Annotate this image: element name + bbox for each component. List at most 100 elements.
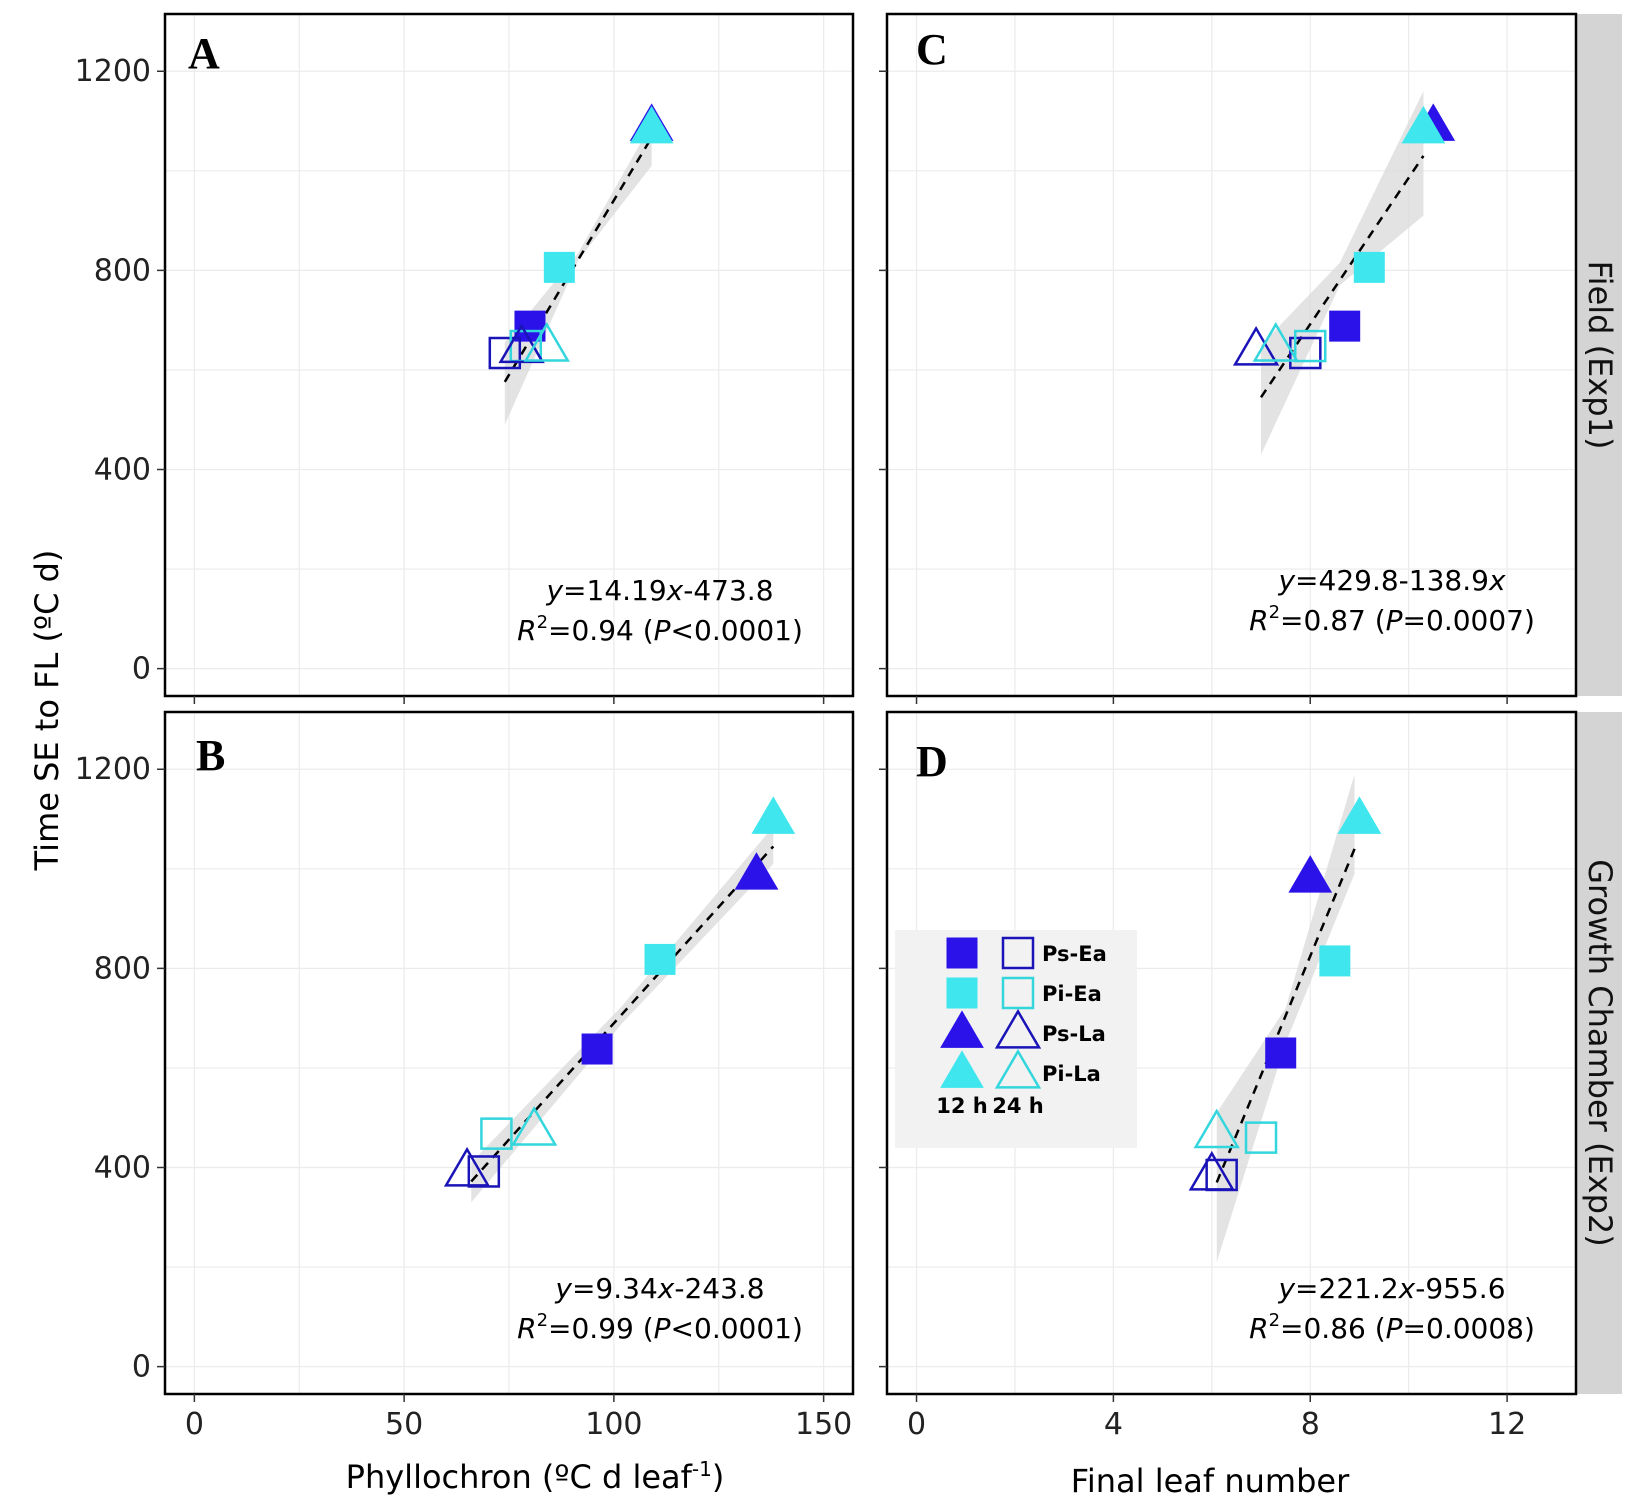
point-ps-la-24h — [1188, 1150, 1235, 1191]
r2-value: =0.94 ( — [548, 614, 654, 647]
r2-p: P — [654, 614, 671, 647]
eq-intercept: -473.8 — [683, 574, 773, 607]
x-tick-label: 150 — [795, 1407, 852, 1442]
r2-p: P — [1386, 1312, 1403, 1345]
panel-letter: A — [188, 29, 220, 78]
facet-strip-top: Field (Exp1) — [1576, 14, 1622, 696]
y-tick-label: 400 — [94, 1150, 151, 1185]
eq-intercept: -955.6 — [1415, 1272, 1505, 1305]
grid — [887, 712, 1576, 1394]
legend-column-label: 12 h — [936, 1094, 988, 1118]
point-pi-ea-12h — [1319, 945, 1351, 977]
point-pi-la-24h — [1193, 1108, 1240, 1149]
point-pi-ea-12h — [1353, 251, 1385, 283]
x-tick-label: 4 — [1104, 1407, 1123, 1442]
r2-r: R — [1249, 604, 1268, 637]
r2-value: =0.86 ( — [1280, 1312, 1386, 1345]
r2-value: =0.87 ( — [1280, 604, 1386, 637]
x-title-close: ) — [712, 1458, 724, 1496]
point-ps-ea-24h — [1289, 336, 1322, 370]
y-tick-label: 0 — [132, 1350, 151, 1385]
point-ps-la-24h — [443, 1146, 491, 1187]
point-ps-la-24h — [1232, 325, 1280, 366]
regression-line — [1215, 848, 1356, 1183]
legend: Ps-Ea Pi-Ea Ps-La Pi-La 12 h 24 h — [895, 930, 1137, 1148]
regression-line — [470, 845, 775, 1183]
y-tick-label: 400 — [94, 452, 151, 487]
x-tick-label: 0 — [907, 1407, 926, 1442]
panel-letter: C — [916, 25, 948, 74]
grid — [887, 14, 1576, 696]
eq-x: x — [1488, 564, 1506, 597]
strip-top-label: Field (Exp1) — [1581, 261, 1619, 450]
point-ps-la-12h — [1288, 855, 1333, 893]
regression-equation: y=9.34x-243.8 — [554, 1272, 764, 1305]
strip-bottom-bg — [1576, 712, 1622, 1394]
point-ps-la-24h — [498, 323, 545, 364]
r2-r: R — [517, 1312, 536, 1345]
legend-key-pi-ea-12h — [946, 977, 978, 1009]
point-ps-ea-24h — [488, 336, 522, 370]
x-tick-label: 50 — [385, 1407, 423, 1442]
point-pi-ea-24h — [480, 1117, 513, 1150]
regression-line — [1259, 155, 1425, 399]
point-ps-ea-12h — [1265, 1037, 1297, 1069]
y-tick-label: 800 — [94, 253, 151, 288]
y-tick-label: 1200 — [75, 54, 151, 89]
eq-x: x — [666, 574, 684, 607]
grid — [165, 712, 853, 1394]
strip-top-bg — [1576, 14, 1622, 696]
strip-bottom-label: Growth Chamber (Exp2) — [1581, 859, 1619, 1247]
x-tick-label: 12 — [1488, 1407, 1526, 1442]
point-pi-ea-24h — [1244, 1121, 1278, 1154]
point-pi-ea-12h — [644, 943, 676, 975]
legend-key-ps-la-12h — [940, 1010, 984, 1048]
point-pi-la-12h — [751, 796, 796, 834]
legend-label-pi-ea: Pi-Ea — [1042, 982, 1102, 1006]
r2-sup: 2 — [1269, 602, 1280, 623]
x-tick-label: 8 — [1301, 1407, 1320, 1442]
x-axis-title-final-leaf-number: Final leaf number — [1071, 1462, 1350, 1500]
r2-sup: 2 — [537, 1310, 548, 1331]
panel-letter: D — [916, 737, 948, 786]
point-pi-la-24h — [523, 321, 570, 362]
eq-x: x — [657, 1272, 675, 1305]
y-tick-label: 1200 — [75, 752, 151, 787]
r2-value: =0.99 ( — [548, 1312, 654, 1345]
legend-label-pi-la: Pi-La — [1042, 1062, 1101, 1086]
panel-letter: B — [196, 731, 225, 780]
r2-pvalue: =0.0008) — [1403, 1312, 1535, 1345]
eq-coef: =221.2 — [1295, 1272, 1399, 1305]
r2-r: R — [1249, 1312, 1268, 1345]
eq-y: y — [1277, 564, 1295, 597]
point-pi-la-12h — [1337, 796, 1382, 834]
x-title-main: Phyllochron (ºC d leaf — [346, 1458, 693, 1496]
r2-p: P — [1386, 604, 1403, 637]
r2-sup: 2 — [537, 612, 548, 633]
panel-border — [885, 12, 1578, 698]
point-ps-ea-12h — [581, 1033, 613, 1065]
y-tick-label: 800 — [94, 951, 151, 986]
regression-equation: y=14.19x-473.8 — [545, 574, 773, 607]
point-pi-ea-24h — [1293, 329, 1327, 363]
eq-intercept: -243.8 — [674, 1272, 764, 1305]
legend-label-ps-la: Ps-La — [1042, 1022, 1106, 1046]
r2-r: R — [517, 614, 536, 647]
legend-key-pi-ea-24h — [1001, 976, 1035, 1010]
x-tick-label: 100 — [585, 1407, 642, 1442]
point-pi-la-24h — [510, 1106, 558, 1146]
regression-equation: y=221.2x-955.6 — [1277, 1272, 1505, 1305]
eq-coef: =14.19 — [563, 574, 667, 607]
panel-a: 0 400 800 1200 Ay=14.19x-473.8 R2=0.94 (P<0.0… — [75, 12, 855, 704]
legend-background — [895, 930, 1137, 1148]
x-tick-label: 0 — [185, 1407, 204, 1442]
eq-coef: =429.8-138.9 — [1295, 564, 1489, 597]
r2-pvalue: <0.0001) — [671, 1312, 803, 1345]
panel-b: 0 400 800 1200 0 50 100 150 By=9.34x-243.8 R2=0.9… — [75, 710, 855, 1442]
r2-pvalue: =0.0007) — [1403, 604, 1535, 637]
point-pi-la-12h — [629, 105, 674, 144]
y-tick-label: 0 — [132, 652, 151, 687]
eq-x: x — [1398, 1272, 1416, 1305]
